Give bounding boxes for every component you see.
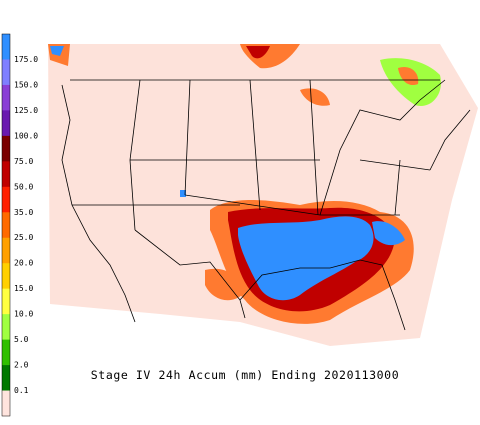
- color-swatch: [2, 390, 10, 417]
- color-swatch: [2, 84, 10, 111]
- color-swatch: [2, 110, 10, 137]
- legend-label: 15.0: [14, 284, 33, 293]
- color-swatch: [2, 237, 10, 264]
- color-swatch: [2, 186, 10, 213]
- color-swatch: [2, 34, 10, 60]
- color-swatch: [2, 339, 10, 366]
- color-bar-frame: [1, 33, 11, 417]
- legend-label: 2.0: [14, 361, 29, 370]
- boundaries: [61, 79, 471, 331]
- legend-label: 20.0: [14, 259, 33, 268]
- color-swatch: [2, 161, 10, 188]
- legend-label: 75.0: [14, 157, 33, 166]
- color-swatch: [2, 59, 10, 86]
- map-title: Stage IV 24h Accum (mm) Ending 202011300…: [91, 368, 399, 382]
- color-swatch: [2, 314, 10, 340]
- legend-label: 0.1: [14, 386, 29, 395]
- legend-label: 10.0: [14, 310, 33, 319]
- legend-label: 175.0: [14, 55, 38, 64]
- legend-label: 150.0: [14, 80, 38, 89]
- legend-label: 5.0: [14, 335, 29, 344]
- legend-label: 25.0: [14, 233, 33, 242]
- legend-label: 35.0: [14, 208, 33, 217]
- color-swatch: [2, 263, 10, 289]
- color-swatch: [2, 288, 10, 315]
- color-swatch: [2, 135, 10, 162]
- legend-label: 100.0: [14, 131, 38, 140]
- legend-label: 50.0: [14, 182, 33, 191]
- color-swatch: [2, 365, 10, 391]
- precip-areas: [48, 44, 441, 324]
- legend-label: 125.0: [14, 106, 38, 115]
- color-swatch: [2, 212, 10, 239]
